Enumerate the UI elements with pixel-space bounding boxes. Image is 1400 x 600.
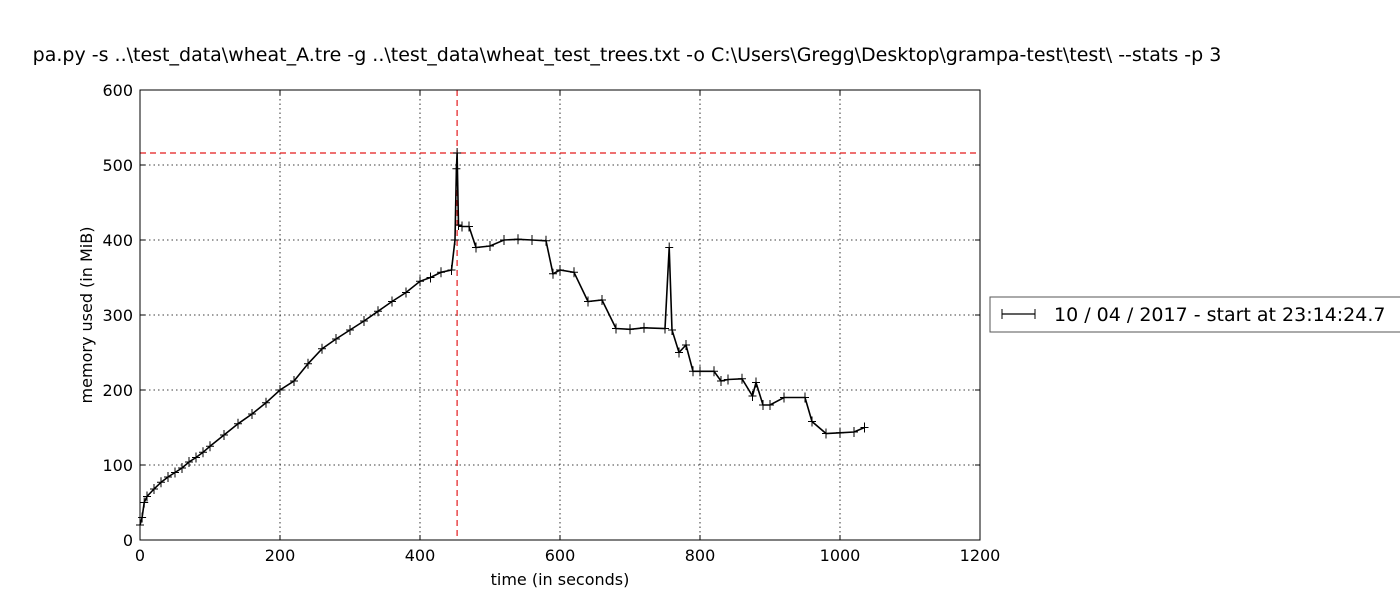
data-point: [759, 400, 767, 410]
x-tick-label: 800: [685, 546, 716, 565]
y-tick-label: 300: [102, 306, 133, 325]
data-point: [465, 221, 473, 232]
y-tick-label: 500: [102, 156, 133, 175]
y-tick-label: 100: [102, 456, 133, 475]
data-point: [665, 242, 674, 253]
legend-box: [989, 296, 1400, 333]
data-point: [374, 306, 382, 317]
data-point: [318, 343, 326, 354]
data-point: [140, 497, 149, 508]
data-point: [248, 409, 256, 419]
data-point: [346, 325, 354, 335]
data-point: [458, 221, 466, 232]
data-point: [234, 418, 242, 429]
data-point: [570, 267, 578, 278]
y-tick-label: 0: [123, 531, 133, 550]
x-tick-label: 0: [135, 546, 145, 565]
chart-title: pa.py -s ..\test_data\wheat_A.tre -g ..\…: [33, 44, 1222, 66]
x-tick-label: 200: [265, 546, 296, 565]
data-point: [171, 467, 179, 478]
data-point: [178, 463, 186, 473]
series-layer: [136, 148, 869, 530]
x-axis-label: time (in seconds): [491, 570, 630, 589]
data-point: [416, 276, 424, 287]
legend: 10 / 04 / 2017 - start at 23:14:24.7: [989, 296, 1400, 333]
data-point: [689, 366, 697, 377]
x-tick-label: 1000: [820, 546, 861, 565]
data-point: [290, 376, 298, 386]
data-point: [402, 287, 410, 298]
data-point: [752, 377, 760, 388]
data-point: [748, 391, 757, 401]
data-point: [220, 430, 228, 440]
y-tick-label: 600: [102, 81, 133, 100]
data-point: [304, 358, 312, 369]
x-tick-label: 600: [545, 546, 576, 565]
data-point: [584, 296, 592, 307]
data-point: [850, 427, 858, 437]
data-point: [542, 235, 550, 246]
data-point: [612, 323, 620, 334]
data-point: [514, 234, 522, 245]
x-tick-label: 400: [405, 546, 436, 565]
data-point: [150, 484, 158, 494]
data-point: [332, 334, 340, 344]
x-tick-label: 1200: [960, 546, 1001, 565]
data-point: [661, 323, 669, 334]
data-point: [860, 422, 869, 433]
data-point: [185, 457, 193, 467]
data-point: [453, 148, 462, 158]
data-point: [388, 296, 396, 307]
data-point: [724, 374, 732, 385]
data-point: [447, 265, 456, 275]
data-point: [738, 373, 746, 384]
data-point: [836, 427, 844, 438]
data-point: [199, 447, 207, 458]
y-axis-ticks: 0 100 200 300 400 500 600: [102, 81, 980, 550]
y-tick-label: 400: [102, 231, 133, 250]
data-point: [452, 163, 461, 174]
data-point: [801, 392, 809, 403]
data-point: [486, 241, 494, 251]
data-point: [528, 235, 536, 245]
data-point: [192, 452, 200, 463]
data-point: [556, 265, 564, 275]
data-point: [682, 340, 690, 350]
data-point: [766, 400, 774, 410]
data-point: [143, 491, 151, 502]
data-point: [276, 385, 284, 395]
y-axis-label: memory used (in MiB): [77, 227, 96, 404]
data-point: [626, 324, 634, 335]
data-point: [454, 220, 463, 230]
data-point: [262, 397, 270, 408]
data-point: [717, 376, 725, 386]
data-point: [206, 441, 214, 452]
data-point: [696, 366, 704, 377]
data-point: [780, 392, 788, 403]
legend-label: 10 / 04 / 2017 - start at 23:14:24.7: [1054, 304, 1386, 326]
series-line: [139, 152, 865, 526]
data-point: [472, 242, 480, 253]
data-point: [437, 267, 445, 278]
y-tick-label: 200: [102, 381, 133, 400]
data-point: [360, 316, 368, 326]
data-point: [675, 347, 683, 358]
data-point: [710, 366, 718, 377]
x-axis-ticks: 0 200 400 600 800 1000 1200: [135, 90, 1000, 565]
data-point: [822, 428, 830, 439]
data-point: [549, 268, 557, 279]
grid: [140, 90, 980, 540]
data-point: [164, 472, 172, 482]
data-point: [138, 512, 147, 523]
data-point: [451, 235, 459, 245]
data-point: [598, 295, 606, 305]
data-point: [668, 325, 676, 335]
data-point: [808, 416, 816, 427]
data-point: [500, 235, 508, 245]
data-point: [157, 477, 165, 488]
data-point: [426, 272, 435, 283]
data-point: [640, 322, 648, 333]
